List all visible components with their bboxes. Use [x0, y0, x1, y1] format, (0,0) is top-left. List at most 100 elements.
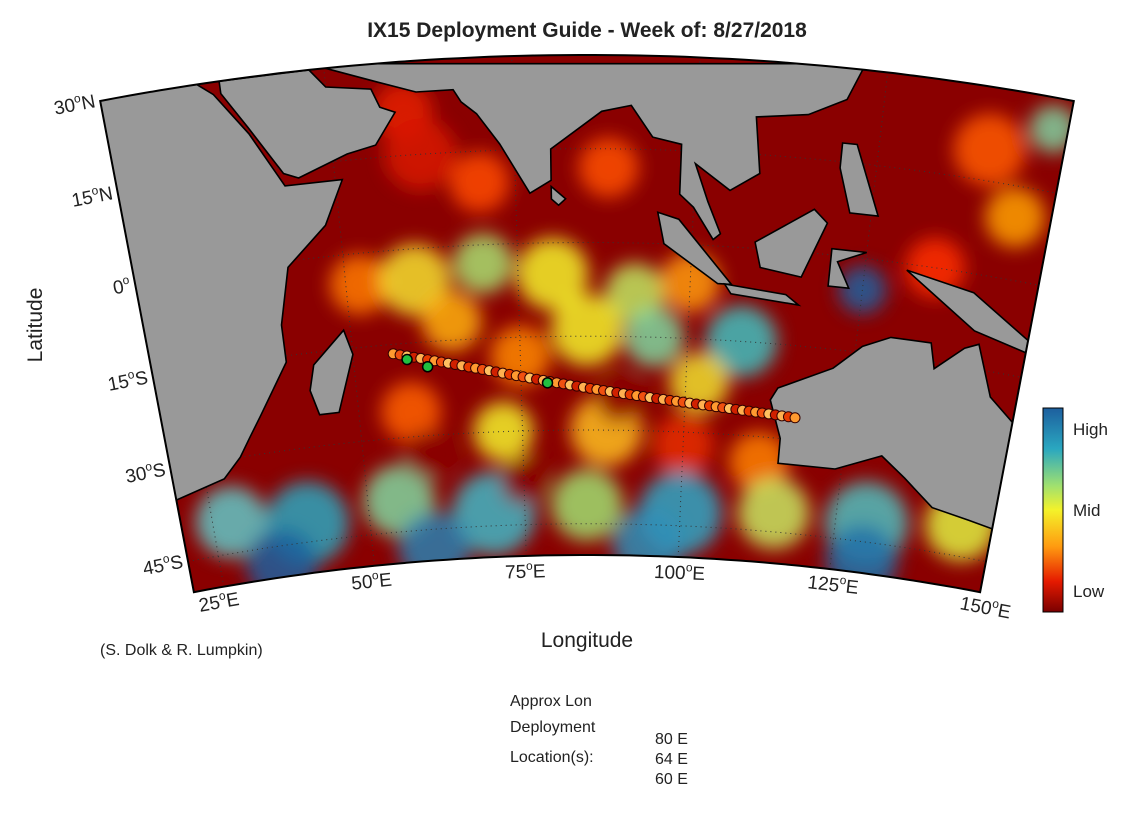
- colorbar-label: Mid: [1073, 501, 1100, 520]
- deployment-location: 64 E: [655, 751, 688, 768]
- ship-track: [387, 348, 801, 424]
- tick-number: 0: [111, 277, 125, 300]
- field-blob: [705, 305, 778, 378]
- tick-hemisphere: S: [151, 460, 167, 483]
- tick-hemisphere: E: [845, 577, 860, 599]
- field-blob: [516, 238, 589, 311]
- tick-degree: o: [991, 596, 1000, 611]
- tick-degree: o: [161, 551, 170, 566]
- tick-degree: o: [218, 588, 227, 603]
- tick-label: 30oS: [123, 457, 167, 488]
- tick-number: 15: [70, 187, 95, 212]
- field-blob: [329, 254, 390, 315]
- tick-degree: o: [121, 272, 130, 287]
- tick-degree: o: [90, 183, 99, 198]
- tick-hemisphere: N: [80, 91, 97, 114]
- field-blob: [246, 528, 319, 593]
- x-axis-label: Longitude: [541, 629, 633, 652]
- deployment-point: [421, 361, 434, 373]
- field-blob: [421, 291, 482, 352]
- tick-hemisphere: E: [996, 600, 1012, 623]
- heatmap: [100, 55, 1074, 593]
- field-blob: [195, 485, 268, 558]
- tick-number: 30: [52, 95, 77, 120]
- field-blob: [838, 265, 887, 314]
- tick-hemisphere: E: [533, 561, 546, 582]
- tick-label: 30oN: [52, 88, 97, 119]
- tick-degree: o: [371, 568, 379, 583]
- tick-number: 50: [350, 572, 373, 595]
- meridian: [511, 56, 527, 556]
- field-blob: [398, 512, 471, 585]
- field-blob: [1029, 104, 1074, 153]
- colorbar-label: High: [1073, 420, 1108, 439]
- tick-hemisphere: N: [97, 183, 114, 206]
- meridian: [677, 57, 701, 558]
- tick-label: 50oE: [350, 567, 393, 595]
- tick-label: 75oE: [505, 558, 546, 583]
- landmass: [839, 142, 880, 218]
- tick-degree: o: [526, 559, 533, 573]
- landmass: [550, 184, 567, 207]
- tick-degree: o: [144, 459, 153, 474]
- field-blob: [381, 381, 442, 442]
- landmass: [754, 208, 829, 279]
- tick-label: 0o: [111, 272, 133, 299]
- field-blob: [653, 414, 714, 475]
- tick-degree: o: [73, 91, 82, 106]
- field-blob: [452, 233, 513, 294]
- tick-number: 125: [806, 572, 840, 597]
- y-axis-label: Latitude: [24, 288, 47, 363]
- tick-hemisphere: S: [133, 368, 149, 391]
- tick-hemisphere: E: [692, 564, 706, 586]
- field-blob: [985, 187, 1046, 248]
- tick-label: 15oN: [69, 180, 114, 211]
- field-blob: [449, 152, 510, 213]
- tick-degree: o: [839, 573, 848, 588]
- tick-number: 15: [106, 371, 131, 396]
- tick-label: 125oE: [806, 569, 859, 599]
- deployment-point: [541, 377, 554, 389]
- tick-number: 100: [653, 562, 686, 584]
- landmass: [218, 69, 397, 179]
- field-blob: [551, 469, 623, 541]
- colorbar: [1042, 407, 1064, 613]
- tick-label: 45oS: [141, 549, 185, 580]
- credit: (S. Dolk & R. Lumpkin): [100, 642, 263, 659]
- tick-hemisphere: E: [378, 570, 393, 592]
- landmass: [722, 282, 802, 307]
- field-blob: [378, 243, 451, 316]
- field-blob: [624, 307, 685, 368]
- field-blob: [728, 431, 789, 492]
- field-blob: [551, 294, 623, 366]
- tick-degree: o: [686, 560, 694, 574]
- tick-number: 75: [505, 562, 527, 584]
- map-frame: [99, 54, 1075, 594]
- field-blob: [953, 113, 1026, 186]
- landmass: [309, 328, 354, 416]
- tick-label: 100oE: [653, 559, 705, 585]
- deployment-heading: Location(s):: [510, 749, 594, 766]
- tick-hemisphere: S: [169, 552, 185, 575]
- landmass: [827, 247, 867, 290]
- title: IX15 Deployment Guide - Week of: 8/27/20…: [367, 19, 807, 42]
- field-blob: [403, 430, 452, 479]
- deployment-point: [401, 353, 413, 366]
- tick-degree: o: [126, 367, 135, 382]
- tick-label: 15oS: [106, 365, 150, 396]
- tick-label: 150oE: [958, 590, 1013, 623]
- tick-hemisphere: E: [225, 589, 241, 612]
- tick-label: 25oE: [197, 586, 241, 617]
- tick-number: 30: [124, 463, 149, 488]
- field-blob: [578, 137, 639, 198]
- deployment-location: 60 E: [655, 771, 688, 788]
- tick-number: 45: [141, 555, 166, 580]
- deployment-heading: Deployment: [510, 719, 596, 736]
- landmass: [307, 62, 868, 241]
- deployment-location: 80 E: [655, 731, 688, 748]
- field-blobs: [195, 81, 1074, 593]
- field-blob: [384, 118, 457, 191]
- track-point: [789, 412, 801, 424]
